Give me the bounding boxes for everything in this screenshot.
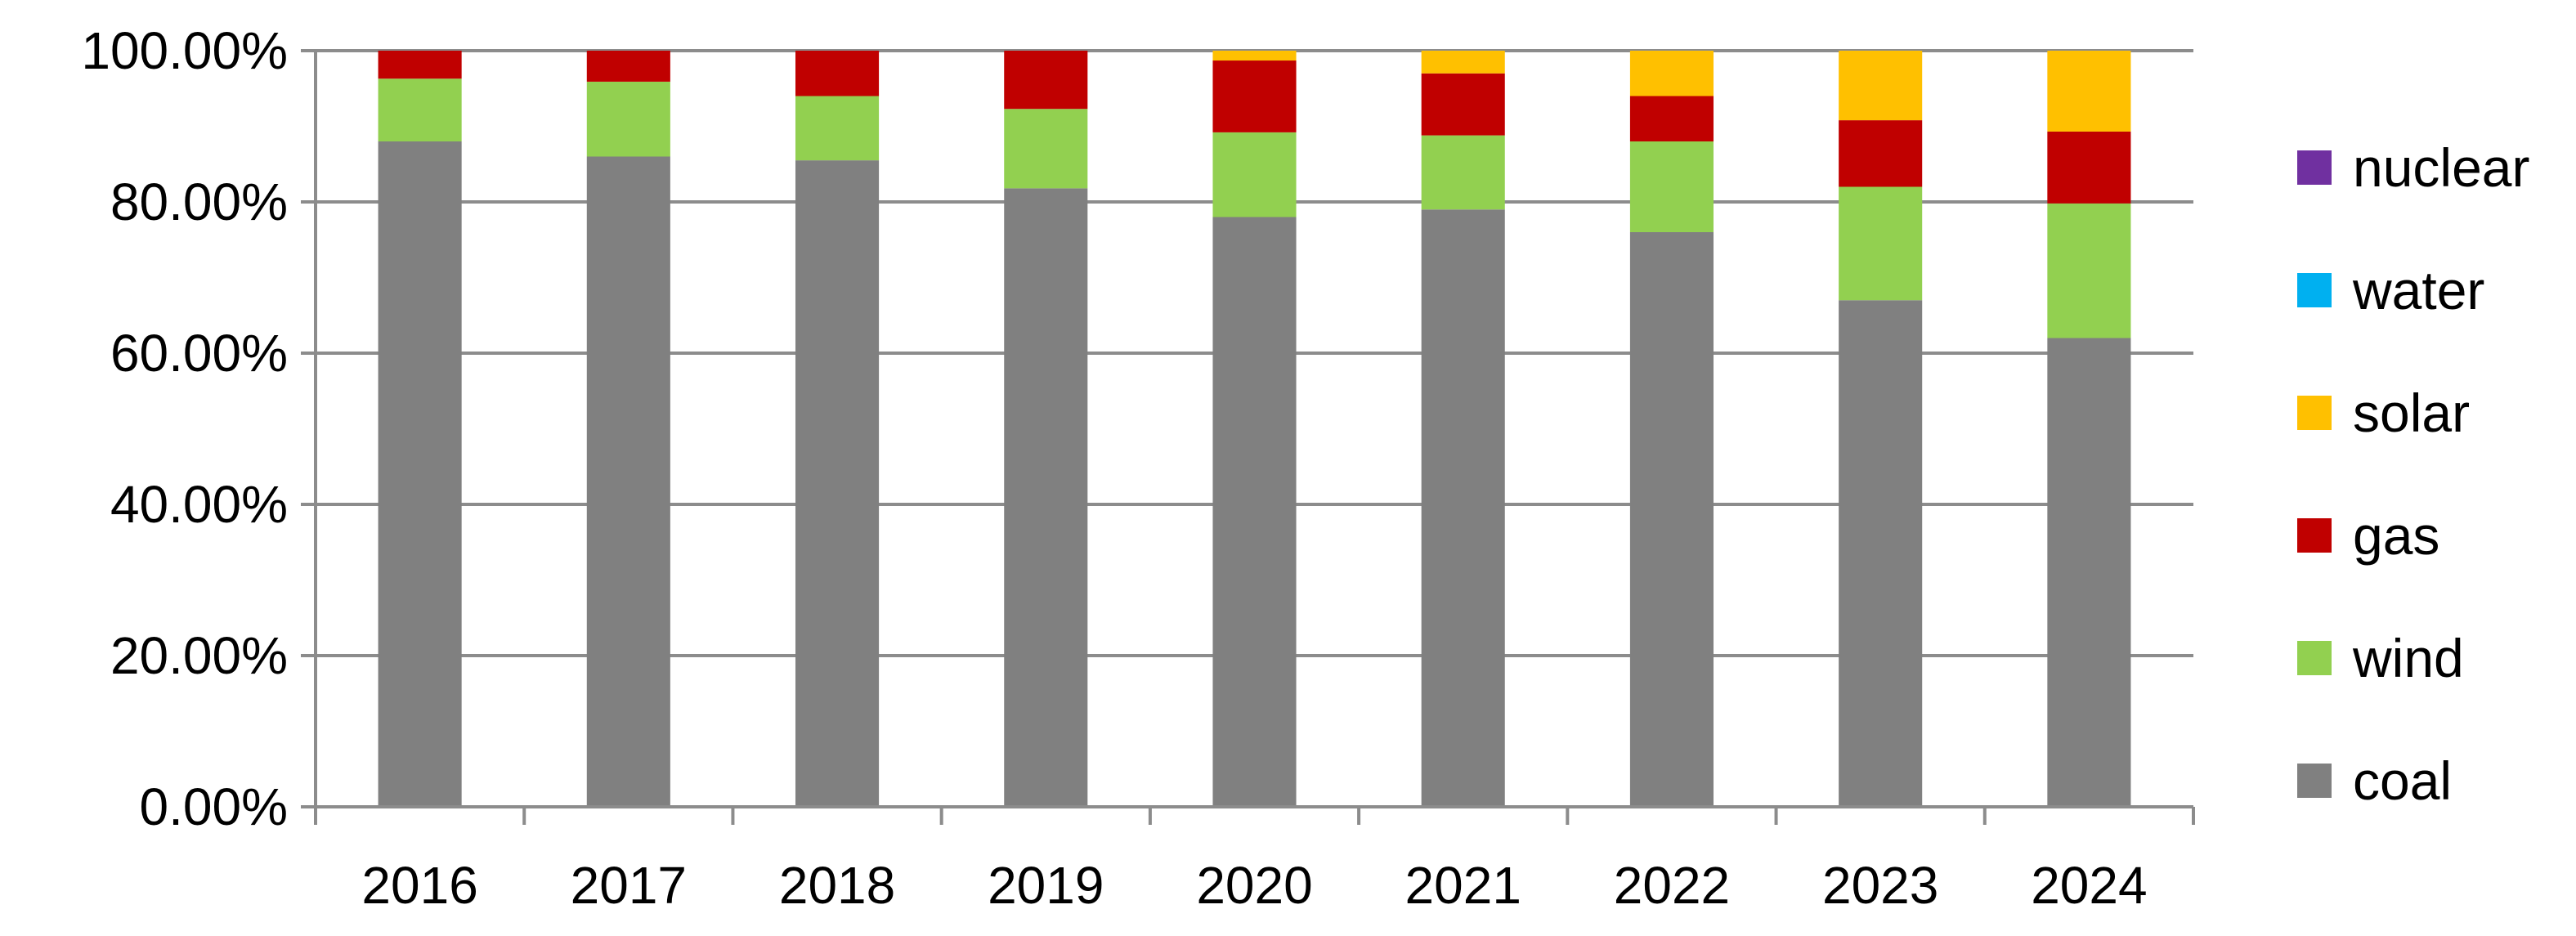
bar-segment-solar-2020 — [1212, 51, 1297, 61]
bar-segment-wind-2023 — [1839, 186, 1923, 301]
y-tick-labels: 0.00% 20.00% 40.00% 60.00% 80.00% 100.00% — [81, 21, 288, 836]
legend-swatch-coal — [2297, 764, 2332, 798]
bar-segment-coal-2021 — [1421, 209, 1505, 807]
legend-swatch-water — [2297, 273, 2332, 307]
y-tick-label: 100.00% — [81, 21, 288, 80]
bar-segment-wind-2022 — [1629, 141, 1714, 232]
bar-segment-wind-2017 — [586, 81, 670, 157]
bar-segment-coal-2019 — [1004, 188, 1088, 808]
bar-segment-solar-2024 — [2047, 51, 2131, 132]
legend-label-coal: coal — [2353, 750, 2452, 811]
bar-segment-gas-2018 — [795, 51, 880, 96]
x-tick-label: 2022 — [1614, 856, 1730, 915]
bar-segment-gas-2017 — [586, 51, 670, 82]
legend-label-water: water — [2352, 260, 2484, 320]
x-tick-labels: 2016 2017 2018 2019 2020 2021 2022 2023 2024 — [361, 856, 2147, 915]
bar-segment-solar-2022 — [1629, 51, 1714, 96]
bar-segment-gas-2019 — [1004, 51, 1088, 110]
legend-label-wind: wind — [2352, 628, 2464, 688]
x-tick-label: 2017 — [571, 856, 687, 915]
bar-segment-gas-2016 — [378, 51, 462, 79]
y-tick-label: 20.00% — [110, 626, 288, 685]
bar-segment-coal-2022 — [1629, 232, 1714, 807]
bar-segment-gas-2023 — [1839, 120, 1923, 187]
bar-segment-wind-2016 — [378, 78, 462, 141]
bar-segment-gas-2022 — [1629, 96, 1714, 141]
bar-segment-solar-2021 — [1421, 51, 1505, 74]
legend-label-solar: solar — [2353, 383, 2470, 443]
x-tick-label: 2019 — [988, 856, 1104, 915]
y-tick-label: 0.00% — [140, 777, 288, 836]
axes — [301, 49, 2195, 825]
x-tick-label: 2016 — [361, 856, 477, 915]
x-tick-label: 2018 — [779, 856, 895, 915]
legend-swatch-nuclear — [2297, 150, 2332, 185]
bar-segment-wind-2019 — [1004, 109, 1088, 189]
bar-segment-solar-2023 — [1839, 51, 1923, 121]
x-tick-label: 2023 — [1822, 856, 1938, 915]
x-tick-label: 2021 — [1405, 856, 1521, 915]
bar-segment-gas-2021 — [1421, 73, 1505, 136]
x-tick-label: 2024 — [2031, 856, 2147, 915]
bar-segment-coal-2017 — [586, 156, 670, 807]
legend: nuclear water solar gas wind coal — [2297, 137, 2529, 811]
bar-segment-coal-2020 — [1212, 217, 1297, 807]
bar-segment-gas-2024 — [2047, 131, 2131, 204]
y-tick-label: 60.00% — [110, 324, 288, 383]
legend-label-nuclear: nuclear — [2353, 137, 2529, 198]
legend-swatch-gas — [2297, 518, 2332, 553]
bar-segment-gas-2020 — [1212, 60, 1297, 132]
bar-segment-wind-2021 — [1421, 135, 1505, 210]
legend-label-gas: gas — [2353, 505, 2439, 566]
x-tick-label: 2020 — [1196, 856, 1312, 915]
bar-segment-coal-2018 — [795, 160, 880, 807]
bar-segment-wind-2024 — [2047, 203, 2131, 338]
bar-segment-coal-2024 — [2047, 338, 2131, 807]
bars — [378, 51, 2131, 808]
bar-segment-wind-2018 — [795, 96, 880, 161]
y-tick-label: 80.00% — [110, 172, 288, 231]
bar-segment-coal-2016 — [378, 141, 462, 807]
legend-swatch-solar — [2297, 396, 2332, 430]
bar-segment-coal-2023 — [1839, 300, 1923, 807]
bar-segment-wind-2020 — [1212, 132, 1297, 217]
legend-swatch-wind — [2297, 641, 2332, 675]
y-tick-label: 40.00% — [110, 475, 288, 534]
